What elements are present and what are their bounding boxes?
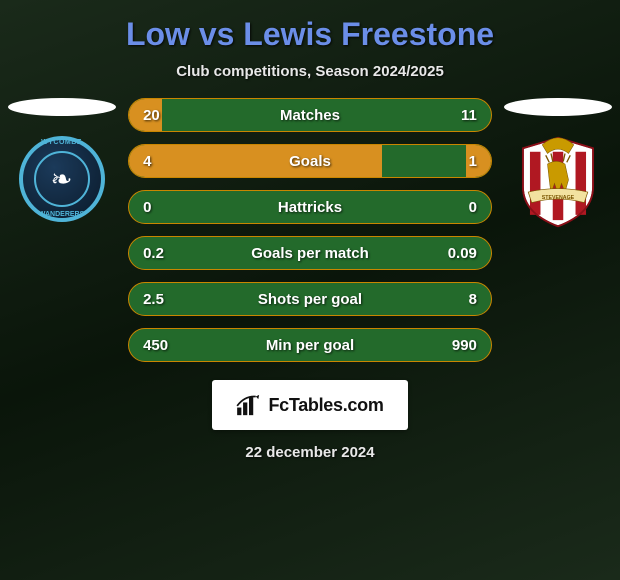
stat-row: 0 Hattricks 0	[128, 190, 492, 224]
stat-row: 20 Matches 11	[128, 98, 492, 132]
stat-label: Hattricks	[278, 199, 342, 216]
stat-value-right: 990	[452, 337, 477, 354]
stat-row: 2.5 Shots per goal 8	[128, 282, 492, 316]
stat-value-right: 0.09	[448, 245, 477, 262]
crest-left-inner-icon: ❧	[34, 151, 90, 207]
stat-value-left: 4	[143, 153, 151, 170]
stevenage-crest-icon: STEVENAGE	[513, 136, 603, 228]
bar-left-fill	[129, 145, 382, 177]
branding-badge: FcTables.com	[212, 380, 408, 430]
stat-value-right: 11	[461, 107, 477, 124]
club-left-crest: WYCOMBE ❧ WANDERERS	[19, 136, 105, 222]
swan-icon: ❧	[51, 166, 73, 192]
stat-value-left: 450	[143, 337, 168, 354]
stat-label: Goals per match	[251, 245, 369, 262]
player-left-silhouette-icon	[8, 98, 116, 116]
svg-text:STEVENAGE: STEVENAGE	[542, 195, 575, 201]
brand-text: FcTables.com	[268, 395, 383, 416]
stat-value-left: 2.5	[143, 291, 164, 308]
fctables-logo-icon	[236, 394, 262, 416]
player-right-column: STEVENAGE	[502, 98, 615, 228]
stat-row: 4 Goals 1	[128, 144, 492, 178]
stat-label: Min per goal	[266, 337, 354, 354]
club-right-crest: STEVENAGE	[512, 136, 604, 228]
stat-label: Shots per goal	[258, 291, 362, 308]
stat-row: 0.2 Goals per match 0.09	[128, 236, 492, 270]
stats-list: 20 Matches 11 4 Goals 1 0 Hattricks 0 0.2 Goals pe…	[128, 98, 492, 362]
stat-row: 450 Min per goal 990	[128, 328, 492, 362]
stat-value-left: 20	[143, 107, 160, 124]
player-left-column: WYCOMBE ❧ WANDERERS	[5, 98, 118, 222]
comparison-card: Low vs Lewis Freestone Club competitions…	[0, 0, 620, 471]
main-area: WYCOMBE ❧ WANDERERS 20 Matches 11 4 Goals 1 0 H…	[0, 98, 620, 362]
date-text: 22 december 2024	[0, 444, 620, 461]
crest-left-bottom-text: WANDERERS	[39, 211, 85, 218]
stat-value-left: 0.2	[143, 245, 164, 262]
subtitle: Club competitions, Season 2024/2025	[0, 63, 620, 80]
stat-value-right: 8	[469, 291, 477, 308]
player-right-silhouette-icon	[504, 98, 612, 116]
stat-value-right: 0	[469, 199, 477, 216]
stat-label: Goals	[289, 153, 331, 170]
page-title: Low vs Lewis Freestone	[0, 16, 620, 53]
stat-label: Matches	[280, 107, 340, 124]
crest-left-top-text: WYCOMBE	[41, 139, 82, 146]
stat-value-right: 1	[469, 153, 477, 170]
stat-value-left: 0	[143, 199, 151, 216]
